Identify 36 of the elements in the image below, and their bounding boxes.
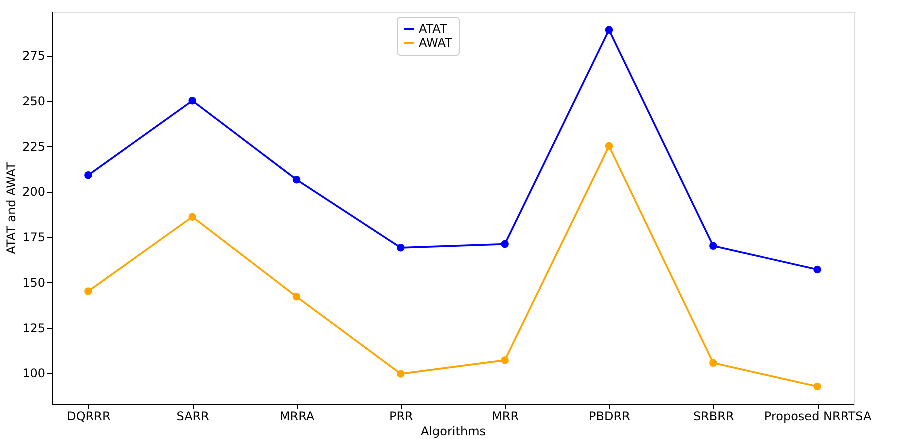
y-tick-label: 200 (22, 185, 46, 200)
point (710, 242, 718, 250)
y-tick-label: 150 (22, 276, 46, 290)
y-axis-title: ATAT and AWAT (4, 162, 19, 254)
y-tick-label: 175 (22, 230, 46, 245)
point (814, 266, 822, 274)
x-tick-label: PRR (389, 410, 414, 424)
point (292, 293, 301, 301)
point (501, 356, 509, 364)
y-tick-label: 225 (22, 140, 46, 154)
point (84, 171, 92, 180)
point (292, 176, 301, 184)
point (188, 97, 196, 105)
y-tick-label: 125 (22, 321, 46, 336)
legend-label: AWAT (419, 36, 454, 50)
x-tick-label: PBDRR (589, 410, 630, 424)
point (397, 370, 405, 378)
point (605, 142, 614, 150)
y-tick-label: 100 (22, 366, 46, 381)
x-tick-label: MRRA (280, 410, 316, 424)
point (397, 244, 405, 252)
point (501, 240, 509, 248)
x-tick-label: SRBRR (693, 410, 734, 424)
point (710, 359, 718, 368)
x-tick-label: MRR (492, 410, 520, 424)
point (814, 382, 822, 391)
x-tick-label: Proposed NRRTSA (764, 410, 872, 424)
legend-label: ATAT (419, 22, 448, 36)
x-tick-label: SARR (176, 410, 210, 424)
point (605, 26, 614, 34)
y-tick-label: 275 (22, 49, 46, 64)
y-tick-label: 250 (22, 94, 46, 108)
point (188, 213, 196, 221)
point (84, 288, 92, 296)
x-axis-title: Algorithms (420, 424, 486, 438)
x-tick-label: DQRRR (67, 410, 111, 424)
